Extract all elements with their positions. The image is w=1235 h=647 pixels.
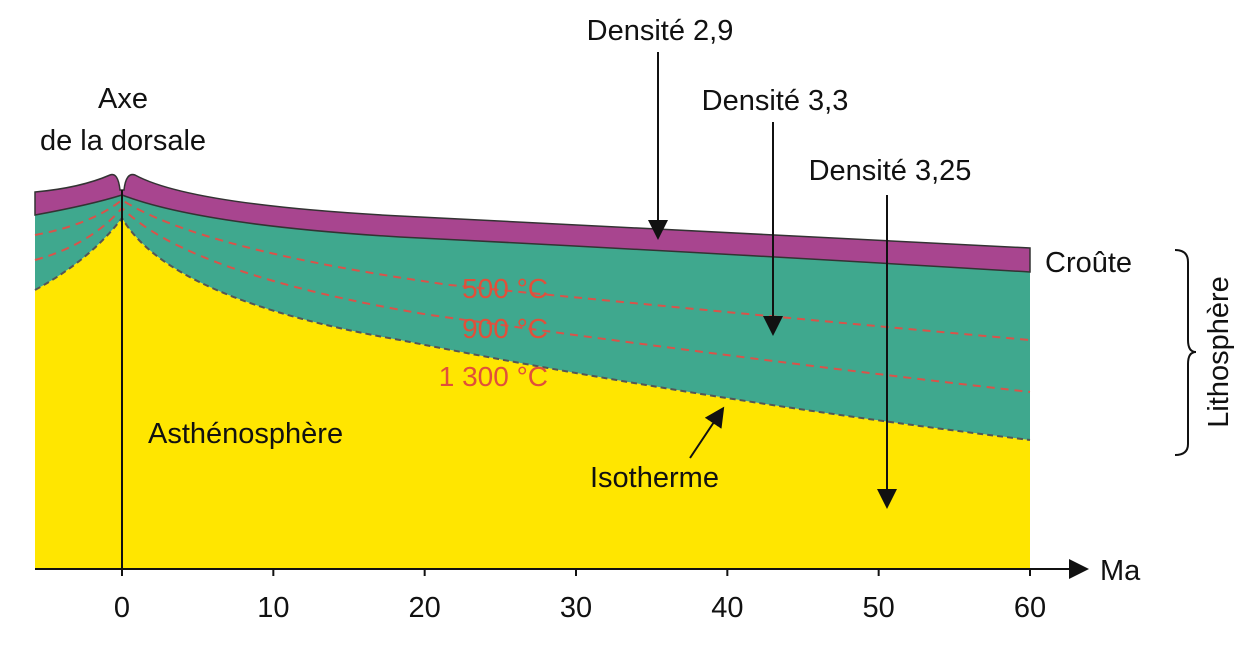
label: Densité 2,9 [587,15,734,47]
isotherm-label: 900 °C [462,313,548,344]
label: Lithosphère [1203,276,1235,428]
label: Axe [98,83,148,115]
tick-label: 10 [257,592,289,624]
label: de la dorsale [40,125,206,157]
diagram: Axe de la dorsale Densité 2,9 Densité 3,… [0,0,1235,642]
label: Isotherme [590,462,719,494]
tick-label: 50 [863,592,895,624]
tick-label: 30 [560,592,592,624]
tick-label: 60 [1014,592,1046,624]
label: Asthénosphère [148,418,343,450]
tick-label: 0 [114,592,130,624]
isotherm-label: 500 °C [462,273,548,304]
bracket [1175,250,1196,455]
label: Croûte [1045,247,1132,279]
isotherm-label: 1 300 °C [439,361,548,392]
tick-label: 40 [711,592,743,624]
tick-label: 20 [409,592,441,624]
label: Densité 3,25 [809,155,972,187]
axis-unit: Ma [1100,555,1141,587]
label: Densité 3,3 [702,85,849,117]
